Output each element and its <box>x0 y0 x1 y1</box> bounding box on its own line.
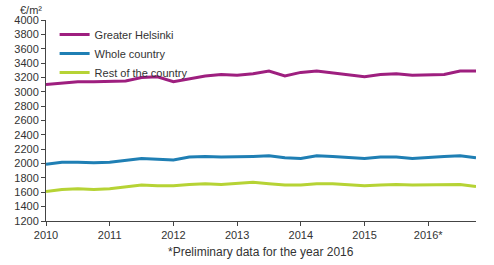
svg-text:1200: 1200 <box>14 215 38 227</box>
svg-text:4000: 4000 <box>14 14 38 26</box>
svg-text:3000: 3000 <box>14 86 38 98</box>
svg-text:1600: 1600 <box>14 186 38 198</box>
svg-text:3200: 3200 <box>14 71 38 83</box>
svg-text:3800: 3800 <box>14 28 38 40</box>
svg-text:2400: 2400 <box>14 129 38 141</box>
svg-text:1800: 1800 <box>14 172 38 184</box>
svg-text:3400: 3400 <box>14 57 38 69</box>
svg-text:2015: 2015 <box>352 229 376 241</box>
svg-text:3600: 3600 <box>14 43 38 55</box>
svg-text:1400: 1400 <box>14 200 38 212</box>
svg-text:Rest of the country: Rest of the country <box>95 67 188 79</box>
svg-text:Greater Helsinki: Greater Helsinki <box>95 29 174 41</box>
svg-text:2014: 2014 <box>289 229 313 241</box>
svg-text:Whole country: Whole country <box>95 48 166 60</box>
svg-text:2800: 2800 <box>14 100 38 112</box>
svg-text:2600: 2600 <box>14 114 38 126</box>
svg-text:2000: 2000 <box>14 157 38 169</box>
svg-text:2016*: 2016* <box>414 229 443 241</box>
svg-text:*Preliminary data for the year: *Preliminary data for the year 2016 <box>168 245 354 259</box>
svg-text:€/m²: €/m² <box>20 4 42 16</box>
svg-text:2011: 2011 <box>98 229 122 241</box>
svg-text:2010: 2010 <box>34 229 58 241</box>
svg-text:2200: 2200 <box>14 143 38 155</box>
svg-text:2013: 2013 <box>225 229 249 241</box>
svg-text:2012: 2012 <box>161 229 185 241</box>
